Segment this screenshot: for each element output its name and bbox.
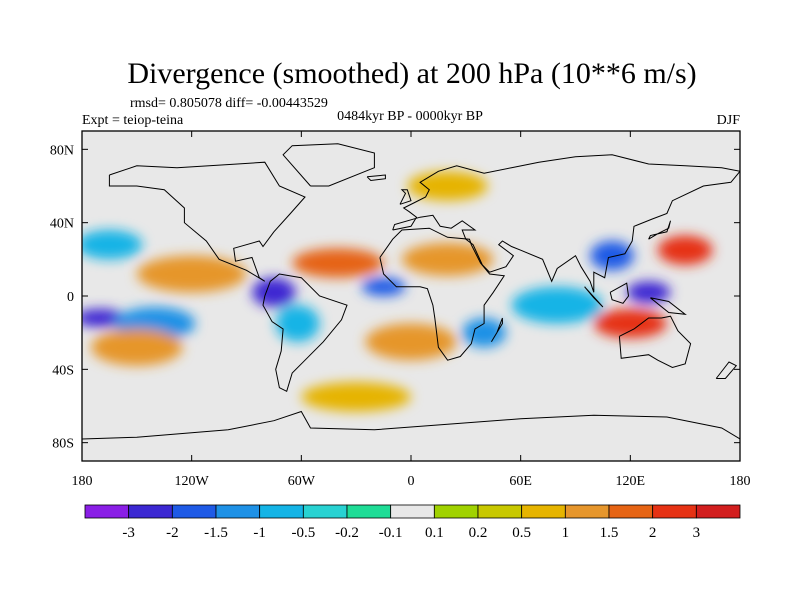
colorbar-swatch-8 [433, 504, 479, 519]
colorbar-label-0: -3 [122, 525, 135, 541]
field-blob-6 [275, 305, 320, 342]
x-tick-label-5: 120E [616, 474, 646, 489]
field-blob-8 [361, 277, 406, 297]
colorbar-label-11: 1.5 [600, 525, 619, 541]
field-blob-17 [407, 171, 488, 201]
field-blob-15 [593, 308, 667, 339]
coastline-5 [490, 317, 503, 343]
field-blob-14 [626, 281, 671, 304]
colorbar-swatch-13 [652, 504, 697, 519]
colorbar-label-5: -0.2 [335, 525, 359, 541]
colorbar-swatch-11 [564, 504, 610, 519]
colorbar-swatch-5 [302, 504, 348, 519]
coastlines [82, 143, 740, 440]
colorbar-swatch-1 [128, 504, 173, 519]
field-blob-0 [82, 308, 126, 328]
colorbar: -3 -2 -1.5 -1 -0.5 -0.2 -0.1 0.1 0.2 0.5 1 1.5 2 3 [84, 504, 741, 541]
right-subtitle: DJF [717, 113, 741, 128]
coastline-3 [392, 154, 740, 293]
colorbar-label-6: -0.1 [379, 525, 403, 541]
field-blob-16 [657, 235, 713, 265]
left-subtitle: Expt = teiop-teina [82, 113, 184, 128]
divergence-field [82, 171, 713, 412]
y-tick-label-1: 40N [50, 217, 74, 232]
colorbar-swatch-9 [477, 504, 523, 519]
colorbar-label-10: 1 [562, 525, 570, 541]
colorbar-swatch-0 [84, 504, 130, 519]
map-plot-area [81, 130, 741, 462]
field-blob-13 [590, 241, 634, 271]
colorbar-swatch-10 [521, 504, 566, 519]
coastline-6 [618, 315, 692, 369]
field-blob-18 [301, 382, 411, 412]
field-blob-12 [511, 286, 603, 324]
field-blob-5 [251, 277, 296, 308]
colorbar-label-3: -1 [253, 525, 266, 541]
x-tick-label-0: 180 [72, 474, 93, 489]
y-tick-label-4: 80S [52, 437, 74, 452]
coastline-10 [648, 220, 671, 240]
colorbar-label-9: 0.5 [512, 525, 531, 541]
colorbar-label-12: 2 [649, 525, 657, 541]
colorbar-swatch-6 [346, 504, 392, 519]
colorbar-label-2: -1.5 [204, 525, 228, 541]
colorbar-swatch-4 [259, 504, 304, 519]
colorbar-swatch-14 [695, 504, 741, 519]
field-blob-3 [136, 255, 247, 293]
coastline-12 [366, 174, 386, 182]
x-tick-label-2: 60W [288, 474, 316, 489]
x-tick-label-1: 120W [175, 474, 210, 489]
x-tick-label-3: 0 [408, 474, 415, 489]
colorbar-label-1: -2 [166, 525, 179, 541]
colorbar-label-7: 0.1 [425, 525, 444, 541]
y-axis: 80N 40N 0 40S 80S [50, 143, 740, 452]
colorbar-swatch-2 [171, 504, 217, 519]
colorbar-swatch-3 [215, 504, 261, 519]
y-tick-label-2: 0 [67, 290, 74, 305]
coastline-4 [379, 227, 506, 361]
coastline-11 [399, 189, 412, 205]
field-blob-9 [365, 323, 457, 361]
coastline-1 [262, 273, 348, 393]
coastline-9 [650, 297, 687, 315]
center-subtitle: 0484kyr BP - 0000kyr BP [337, 109, 483, 124]
field-blob-4 [91, 329, 183, 366]
colorbar-label-13: 3 [693, 525, 701, 541]
field-blob-10 [401, 242, 494, 276]
field-blob-2 [82, 230, 143, 260]
field-blob-11 [462, 318, 507, 348]
coastline-7 [584, 286, 604, 308]
coastline-14 [82, 410, 740, 440]
x-tick-label-4: 60E [509, 474, 532, 489]
chart-title: Divergence (smoothed) at 200 hPa (10**6 … [127, 57, 696, 90]
colorbar-label-4: -0.5 [291, 525, 315, 541]
colorbar-swatch-7 [390, 504, 435, 519]
colorbar-swatch-12 [608, 504, 654, 519]
y-tick-label-3: 40S [52, 363, 74, 378]
coastline-2 [282, 143, 375, 187]
coastline-0 [108, 161, 306, 282]
colorbar-label-8: 0.2 [469, 525, 488, 541]
x-tick-label-6: 180 [730, 474, 751, 489]
field-blob-7 [292, 248, 384, 278]
stats-text: rmsd= 0.805078 diff= -0.00443529 [130, 96, 328, 111]
y-tick-label-0: 80N [50, 143, 74, 158]
coastline-13 [715, 361, 738, 379]
coastline-8 [609, 282, 630, 304]
x-axis: 180 120W 60W 0 60E 120E 180 [72, 131, 751, 489]
